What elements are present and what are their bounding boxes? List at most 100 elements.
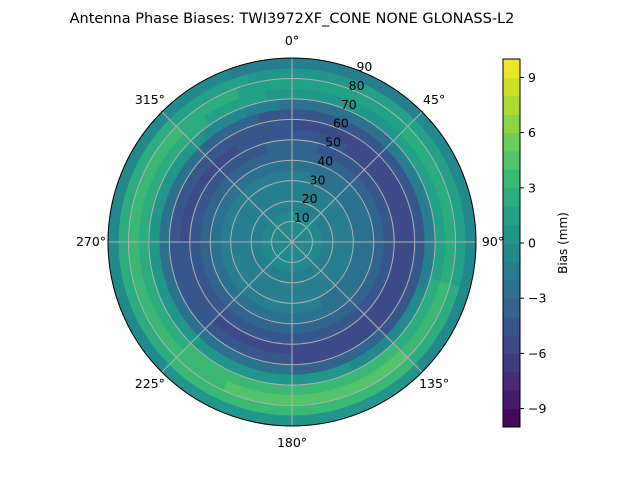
contour-cell (283, 149, 293, 161)
contour-cell (277, 384, 293, 396)
angular-gridline (161, 111, 293, 243)
colorbar-level (503, 187, 520, 207)
contour-cell (413, 230, 426, 244)
colorbar-level (503, 206, 520, 226)
contour-cell (373, 233, 385, 243)
contour-cell (179, 240, 191, 253)
contour-cell (279, 98, 294, 110)
contour-cell (290, 414, 309, 427)
contour-cell (403, 230, 415, 244)
contour-cell (454, 241, 467, 259)
contour-cell (220, 241, 232, 249)
radial-tick-label: 20 (302, 191, 318, 206)
angle-tick-labels: 0° 45° 90° 135° 180° 225° 270° 315° (76, 33, 504, 450)
contour-cell (290, 333, 302, 345)
contour-cell (281, 129, 294, 141)
colorbar-tick-label: 3 (528, 180, 536, 195)
contour-cell (291, 78, 308, 90)
radial-tick-label: 40 (317, 153, 333, 168)
contour-cell (117, 225, 130, 243)
angle-tick-label: 90° (482, 234, 504, 249)
contour-cell (402, 220, 415, 234)
colorbar-level (503, 335, 520, 354)
contour-cell (291, 88, 307, 100)
colorbar-tick-label: −3 (528, 291, 546, 306)
colorbar-level (503, 279, 520, 299)
colorbar-label: Bias (mm) (556, 212, 570, 274)
colorbar-level (503, 298, 520, 318)
contour-cell (444, 241, 456, 258)
radial-tick-label: 80 (349, 78, 365, 93)
contour-cell (169, 240, 181, 254)
contour-cell (454, 226, 467, 244)
contour-cell (300, 352, 314, 365)
radial-tick-label: 60 (333, 116, 349, 131)
contour-cell (352, 235, 364, 243)
contour-cell (434, 241, 446, 257)
colorbar-level (503, 408, 520, 428)
contour-cell (209, 241, 222, 250)
contour-cell (290, 394, 307, 406)
colorbar-level (503, 224, 520, 244)
angle-tick-label: 135° (419, 376, 449, 391)
colorbar-tick-label: −6 (528, 346, 546, 361)
radial-tick-labels: 10 20 30 40 50 60 70 80 90 (294, 59, 373, 225)
colorbar-level (503, 77, 520, 97)
contour-cell (117, 240, 130, 258)
contour-cell (285, 170, 293, 182)
colorbar-tick-label: 9 (528, 70, 536, 85)
contour-cell (291, 323, 301, 335)
contour-cell (189, 240, 201, 252)
angle-tick-label: 180° (277, 435, 307, 450)
contour-cell (291, 67, 309, 80)
contour-cell (276, 67, 294, 80)
contour-cell (290, 363, 304, 376)
radial-tick-label: 50 (325, 135, 341, 150)
contour-cell (169, 250, 182, 264)
contour-cell (158, 240, 171, 254)
colorbar-level (503, 243, 520, 262)
contour-cell (128, 226, 140, 243)
polar-frame (107, 57, 477, 427)
contour-cell (290, 384, 306, 396)
contour-cell (290, 353, 304, 365)
contour-cell (464, 225, 477, 244)
contour-cell (274, 414, 293, 427)
colorbar-level (503, 114, 520, 134)
colorbar-level (503, 371, 520, 391)
contour-cell (107, 224, 120, 243)
contour-cell (291, 312, 300, 325)
angle-tick-label: 270° (76, 234, 106, 249)
contour-cell (107, 240, 120, 259)
contour-cell (362, 234, 375, 243)
colorbar-level (503, 169, 520, 189)
colorbar-level (503, 390, 520, 410)
contour-cell (393, 231, 405, 244)
contour-cell (444, 227, 456, 244)
contour-cell (128, 240, 140, 257)
colorbar-tick-label: −9 (528, 401, 546, 416)
contour-cell (270, 119, 284, 132)
colorbar-level (503, 316, 520, 336)
angular-gridline (291, 111, 423, 243)
contour-cell (138, 240, 150, 256)
contour-cell (275, 57, 294, 70)
angular-gridline (291, 241, 423, 373)
colorbar-level (503, 353, 520, 373)
radial-tick-label: 10 (294, 210, 310, 225)
contour-cell (290, 404, 308, 417)
colorbar-tick-label: 0 (528, 236, 536, 251)
contour-cell (280, 119, 294, 131)
radial-tick-label: 70 (341, 97, 357, 112)
colorbar: −9 −6 −3 0 3 6 9 (502, 58, 546, 428)
colorbar-level (503, 151, 520, 170)
contour-cell (280, 108, 294, 121)
angle-tick-label: 0° (285, 33, 299, 48)
contour-cell (138, 227, 150, 243)
contour-cell (291, 302, 299, 314)
chart-title: Antenna Phase Biases: TWI3972XF_CONE NON… (70, 11, 515, 27)
angular-gridline (161, 241, 293, 373)
radial-tick-label: 30 (310, 172, 326, 187)
